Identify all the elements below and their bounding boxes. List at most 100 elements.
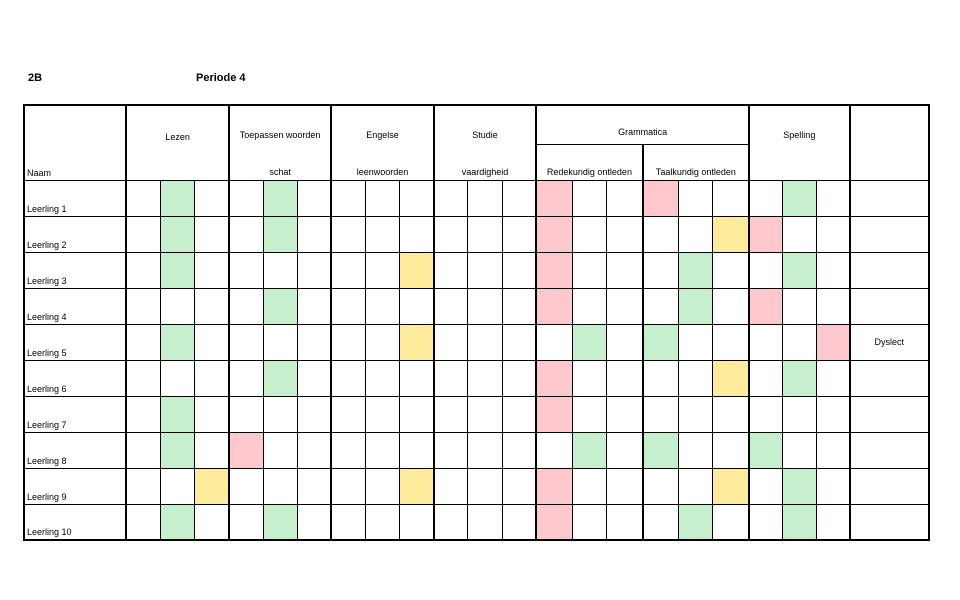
score-cell[interactable] — [467, 503, 503, 541]
score-cell[interactable] — [605, 215, 644, 253]
score-cell[interactable] — [160, 503, 196, 541]
score-cell[interactable] — [399, 503, 435, 541]
score-cell[interactable] — [330, 215, 366, 253]
score-cell[interactable] — [364, 467, 401, 505]
score-cell[interactable] — [364, 395, 401, 433]
score-cell[interactable] — [296, 431, 333, 469]
score-cell[interactable] — [642, 467, 680, 505]
score-cell[interactable] — [433, 251, 469, 289]
score-cell[interactable] — [678, 287, 714, 325]
score-cell[interactable] — [571, 395, 607, 433]
score-cell[interactable] — [433, 323, 469, 361]
score-cell[interactable] — [535, 251, 573, 289]
score-cell[interactable] — [330, 467, 366, 505]
score-cell[interactable] — [678, 431, 714, 469]
score-cell[interactable] — [364, 503, 401, 541]
score-cell[interactable] — [433, 431, 469, 469]
score-cell[interactable] — [535, 359, 573, 397]
score-cell[interactable] — [535, 503, 573, 541]
score-cell[interactable] — [296, 323, 333, 361]
score-cell[interactable] — [296, 503, 333, 541]
score-cell[interactable] — [815, 503, 851, 541]
score-cell[interactable] — [815, 179, 851, 217]
score-cell[interactable] — [501, 395, 538, 433]
score-cell[interactable] — [364, 359, 401, 397]
score-cell[interactable] — [125, 251, 162, 289]
score-cell[interactable] — [501, 251, 538, 289]
score-cell[interactable] — [194, 503, 230, 541]
score-cell[interactable] — [748, 251, 783, 289]
score-cell[interactable] — [571, 323, 607, 361]
score-cell[interactable] — [262, 179, 298, 217]
score-cell[interactable] — [296, 359, 333, 397]
score-cell[interactable] — [605, 467, 644, 505]
score-cell[interactable] — [160, 431, 196, 469]
score-cell[interactable] — [194, 359, 230, 397]
score-cell[interactable] — [467, 395, 503, 433]
score-cell[interactable] — [467, 179, 503, 217]
score-cell[interactable] — [678, 359, 714, 397]
score-cell[interactable] — [712, 323, 751, 361]
score-cell[interactable] — [712, 251, 751, 289]
score-cell[interactable] — [262, 251, 298, 289]
score-cell[interactable] — [467, 251, 503, 289]
score-cell[interactable] — [160, 287, 196, 325]
score-cell[interactable] — [194, 251, 230, 289]
score-cell[interactable] — [781, 503, 817, 541]
score-cell[interactable] — [605, 359, 644, 397]
score-cell[interactable] — [678, 467, 714, 505]
score-cell[interactable] — [571, 287, 607, 325]
score-cell[interactable] — [678, 179, 714, 217]
score-cell[interactable] — [125, 179, 162, 217]
score-cell[interactable] — [296, 467, 333, 505]
score-cell[interactable] — [605, 395, 644, 433]
score-cell[interactable] — [815, 467, 851, 505]
score-cell[interactable] — [262, 467, 298, 505]
score-cell[interactable] — [296, 215, 333, 253]
score-cell[interactable] — [399, 467, 435, 505]
score-cell[interactable] — [501, 323, 538, 361]
score-cell[interactable] — [228, 431, 264, 469]
score-cell[interactable] — [160, 395, 196, 433]
score-cell[interactable] — [712, 395, 751, 433]
score-cell[interactable] — [194, 287, 230, 325]
score-cell[interactable] — [571, 215, 607, 253]
score-cell[interactable] — [433, 359, 469, 397]
score-cell[interactable] — [125, 503, 162, 541]
score-cell[interactable] — [194, 215, 230, 253]
score-cell[interactable] — [535, 395, 573, 433]
score-cell[interactable] — [501, 215, 538, 253]
score-cell[interactable] — [262, 323, 298, 361]
score-cell[interactable] — [605, 287, 644, 325]
score-cell[interactable] — [194, 467, 230, 505]
score-cell[interactable] — [228, 215, 264, 253]
score-cell[interactable] — [605, 323, 644, 361]
score-cell[interactable] — [642, 251, 680, 289]
score-cell[interactable] — [330, 359, 366, 397]
score-cell[interactable] — [605, 503, 644, 541]
score-cell[interactable] — [781, 215, 817, 253]
score-cell[interactable] — [364, 251, 401, 289]
score-cell[interactable] — [399, 395, 435, 433]
score-cell[interactable] — [433, 287, 469, 325]
score-cell[interactable] — [535, 215, 573, 253]
score-cell[interactable] — [125, 215, 162, 253]
score-cell[interactable] — [228, 251, 264, 289]
score-cell[interactable] — [467, 467, 503, 505]
score-cell[interactable] — [815, 287, 851, 325]
score-cell[interactable] — [781, 467, 817, 505]
score-cell[interactable] — [501, 287, 538, 325]
score-cell[interactable] — [228, 323, 264, 361]
score-cell[interactable] — [296, 287, 333, 325]
score-cell[interactable] — [399, 179, 435, 217]
score-cell[interactable] — [712, 359, 751, 397]
score-cell[interactable] — [571, 431, 607, 469]
score-cell[interactable] — [535, 431, 573, 469]
score-cell[interactable] — [296, 179, 333, 217]
score-cell[interactable] — [712, 467, 751, 505]
score-cell[interactable] — [433, 503, 469, 541]
score-cell[interactable] — [399, 431, 435, 469]
score-cell[interactable] — [781, 287, 817, 325]
score-cell[interactable] — [748, 287, 783, 325]
score-cell[interactable] — [678, 503, 714, 541]
